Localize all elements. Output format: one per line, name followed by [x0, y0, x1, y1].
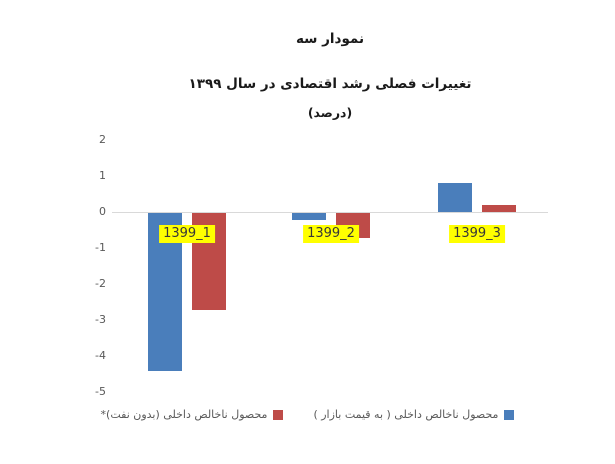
bar-series2-1399_3 [482, 204, 516, 212]
chart-unit-label: (درصد) [307, 105, 353, 120]
y-axis-tick--5: -5 [95, 385, 106, 398]
legend-entry-series1: محصول ناخالص داخلی ( به قیمت بازار ) [313, 408, 515, 421]
legend-entry-series2: محصول ناخالص داخلی (بدون نفت)* [101, 408, 284, 421]
legend: محصول ناخالص داخلی (بدون نفت)* محصول ناخا… [0, 408, 615, 421]
y-axis-tick--4: -4 [95, 349, 106, 362]
legend-swatch-icon [504, 409, 515, 420]
y-axis-tick-1: 1 [99, 169, 106, 182]
y-axis-tick--2: -2 [95, 277, 106, 290]
y-axis-tick-2: 2 [99, 133, 106, 146]
category-label-1399_1: 1399_1 [159, 225, 215, 243]
category-label-1399_3: 1399_3 [449, 225, 505, 243]
bar-series1-1399_2 [292, 213, 326, 221]
y-axis-tick--1: -1 [95, 241, 106, 254]
chart-subtitle: تغییرات فصلی رشد اقتصادی در سال ۱۳۹۹ [188, 76, 472, 92]
y-axis-tick-0: 0 [99, 205, 106, 218]
legend-swatch-icon [273, 409, 284, 420]
legend-label-series1: محصول ناخالص داخلی ( به قیمت بازار ) [313, 408, 499, 421]
legend-label-series2: محصول ناخالص داخلی (بدون نفت)* [100, 408, 268, 421]
category-label-1399_2: 1399_2 [303, 225, 359, 243]
bar-series1-1399_3 [438, 183, 472, 212]
chart-title: نمودار سه [295, 31, 365, 47]
zero-gridline [112, 212, 548, 213]
y-axis-tick--3: -3 [95, 313, 106, 326]
